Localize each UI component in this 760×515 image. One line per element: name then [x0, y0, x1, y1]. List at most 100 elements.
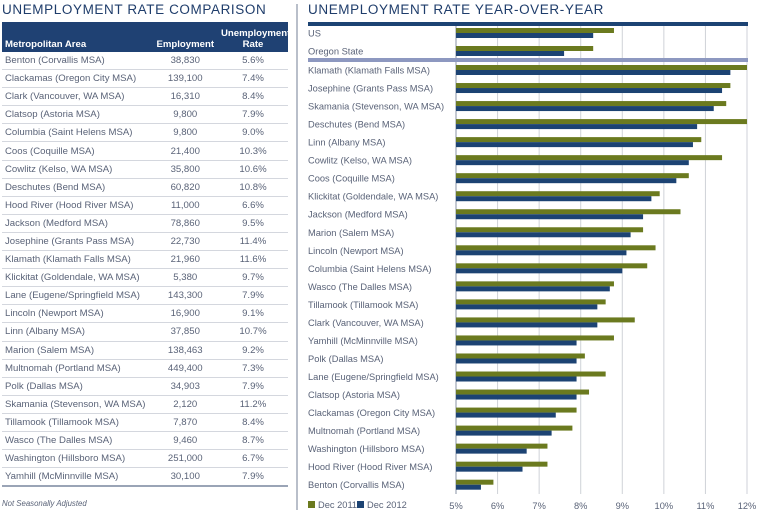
bar-dec-2012	[456, 214, 644, 220]
x-tick-label: 8%	[574, 501, 587, 511]
bar-dec-2012	[456, 250, 627, 256]
table-row: Klamath (Klamath Falls MSA) 21,960 11.6%	[2, 250, 288, 270]
bar-dec-2012	[456, 286, 610, 292]
bar-dec-2011	[456, 245, 656, 251]
legend-label-dec-2011: Dec 2011	[318, 500, 357, 510]
table-row: Deschutes (Bend MSA) 60,820 10.8%	[2, 178, 288, 197]
bar-dec-2012	[456, 124, 698, 130]
legend-swatch-dec-2012	[357, 501, 364, 508]
category-label: Cowlitz (Kelso, WA MSA)	[308, 156, 412, 166]
table-row: Lane (Eugene/Springfield MSA) 143,300 7.9%	[2, 286, 288, 306]
employment-cell: 9,800	[152, 123, 218, 143]
bar-dec-2012	[456, 412, 556, 418]
table-row: Tillamook (Tillamook MSA) 7,870 8.4%	[2, 413, 288, 432]
area-cell: Polk (Dallas MSA)	[2, 377, 153, 396]
employment-cell: 35,800	[152, 160, 218, 179]
rate-cell: 7.4%	[218, 69, 288, 89]
table-row: Yamhill (McMinnville MSA) 30,100 7.9%	[2, 467, 288, 488]
bar-dec-2011	[456, 227, 644, 233]
table-row: Coos (Coquille MSA) 21,400 10.3%	[2, 141, 288, 161]
category-label: Clatsop (Astoria MSA)	[308, 390, 400, 400]
rate-cell: 8.4%	[218, 413, 288, 432]
area-cell: Josephine (Grants Pass MSA)	[2, 232, 153, 252]
table-row: Josephine (Grants Pass MSA) 22,730 11.4%	[2, 232, 288, 252]
bar-dec-2012	[456, 160, 689, 166]
category-label: Klickitat (Goldendale, WA MSA)	[308, 192, 438, 202]
employment-cell: 34,903	[152, 377, 218, 396]
table-row: Cowlitz (Kelso, WA MSA) 35,800 10.6%	[2, 160, 288, 179]
bar-dec-2011	[456, 335, 614, 341]
area-cell: Marion (Salem MSA)	[2, 341, 153, 360]
bar-dec-2011	[456, 46, 594, 51]
bar-dec-2012	[456, 106, 714, 112]
bar-dec-2011	[456, 353, 585, 359]
bar-dec-2011	[456, 425, 573, 431]
x-tick-label: 9%	[616, 501, 629, 511]
bar-dec-2011	[456, 317, 635, 323]
year-over-year-panel: UNEMPLOYMENT RATE YEAR-OVER-YEAR 5% 6% 7% 8…	[300, 0, 760, 515]
column-header-area: Metropolitan Area	[5, 39, 87, 50]
area-cell: Hood River (Hood River MSA)	[2, 196, 153, 215]
rate-cell: 9.5%	[218, 214, 288, 233]
bar-dec-2011	[456, 155, 723, 161]
rate-cell: 5.6%	[218, 52, 288, 71]
employment-cell: 30,100	[152, 467, 218, 488]
bar-dec-2011	[456, 389, 590, 395]
employment-cell: 60,820	[152, 178, 218, 197]
employment-cell: 11,000	[152, 196, 218, 215]
category-label: Oregon State	[308, 47, 363, 57]
employment-cell: 22,730	[152, 232, 218, 252]
category-label: Linn (Albany MSA)	[308, 138, 386, 148]
area-cell: Skamania (Stevenson, WA MSA)	[2, 395, 153, 414]
bar-dec-2012	[456, 33, 594, 38]
table-header-row: Metropolitan Area Employment Unemploymen…	[2, 22, 291, 52]
category-label: Josephine (Grants Pass MSA)	[308, 84, 433, 94]
bar-dec-2011	[456, 281, 614, 287]
x-tick-label: 10%	[655, 501, 674, 511]
category-label: Tillamook (Tillamook MSA)	[308, 300, 418, 310]
category-label: Polk (Dallas MSA)	[308, 354, 383, 364]
bar-dec-2012	[456, 322, 598, 328]
table-body: Benton (Corvallis MSA) 38,830 5.6% Clackama…	[2, 52, 288, 488]
rate-cell: 8.7%	[218, 431, 288, 451]
legend-label-dec-2012: Dec 2012	[367, 500, 407, 510]
rate-cell: 10.3%	[218, 141, 288, 161]
table-row: Skamania (Stevenson, WA MSA) 2,120 11.2%	[2, 395, 288, 414]
category-label: Clackamas (Oregon City MSA)	[308, 408, 435, 418]
column-header-rate: Unemployment Rate	[221, 28, 291, 50]
category-label: Coos (Coquille MSA)	[308, 174, 395, 184]
area-cell: Wasco (The Dalles MSA)	[2, 431, 153, 451]
table-row: Wasco (The Dalles MSA) 9,460 8.7%	[2, 431, 288, 451]
rate-cell: 9.2%	[218, 341, 288, 360]
employment-cell: 16,900	[152, 304, 218, 324]
comparison-title: UNEMPLOYMENT RATE COMPARISON	[2, 2, 267, 17]
bar-dec-2011	[456, 83, 731, 89]
bar-dec-2012	[456, 268, 623, 274]
category-label: Yamhill (McMinnville MSA)	[308, 336, 418, 346]
category-label: Benton (Corvallis MSA)	[308, 480, 405, 490]
rate-cell: 9.0%	[218, 123, 288, 143]
area-cell: Klamath (Klamath Falls MSA)	[2, 250, 153, 270]
area-cell: Deschutes (Bend MSA)	[2, 178, 153, 197]
bar-dec-2012	[456, 304, 598, 310]
x-tick-label: 7%	[532, 501, 545, 511]
area-cell: Lincoln (Newport MSA)	[2, 304, 153, 324]
area-cell: Klickitat (Goldendale, WA MSA)	[2, 268, 153, 288]
bar-dec-2012	[456, 376, 577, 382]
bar-dec-2012	[456, 232, 631, 238]
category-label: Clark (Vancouver, WA MSA)	[308, 318, 424, 328]
rate-cell: 6.7%	[218, 449, 288, 469]
employment-cell: 7,870	[152, 413, 218, 432]
bar-dec-2011	[456, 263, 648, 269]
rate-cell: 7.3%	[218, 359, 288, 378]
area-cell: Lane (Eugene/Springfield MSA)	[2, 286, 153, 306]
category-label: Wasco (The Dalles MSA)	[308, 282, 412, 292]
employment-cell: 21,400	[152, 141, 218, 161]
unemployment-comparison-panel: UNEMPLOYMENT RATE COMPARISON Metropolita…	[0, 0, 292, 515]
x-tick-label: 11%	[696, 501, 714, 511]
category-label: Jackson (Medford MSA)	[308, 210, 408, 220]
table-row: Linn (Albany MSA) 37,850 10.7%	[2, 322, 288, 342]
area-cell: Clark (Vancouver, WA MSA)	[2, 87, 153, 107]
footnote: Not Seasonally Adjusted	[2, 499, 87, 508]
bar-dec-2011	[456, 191, 660, 197]
